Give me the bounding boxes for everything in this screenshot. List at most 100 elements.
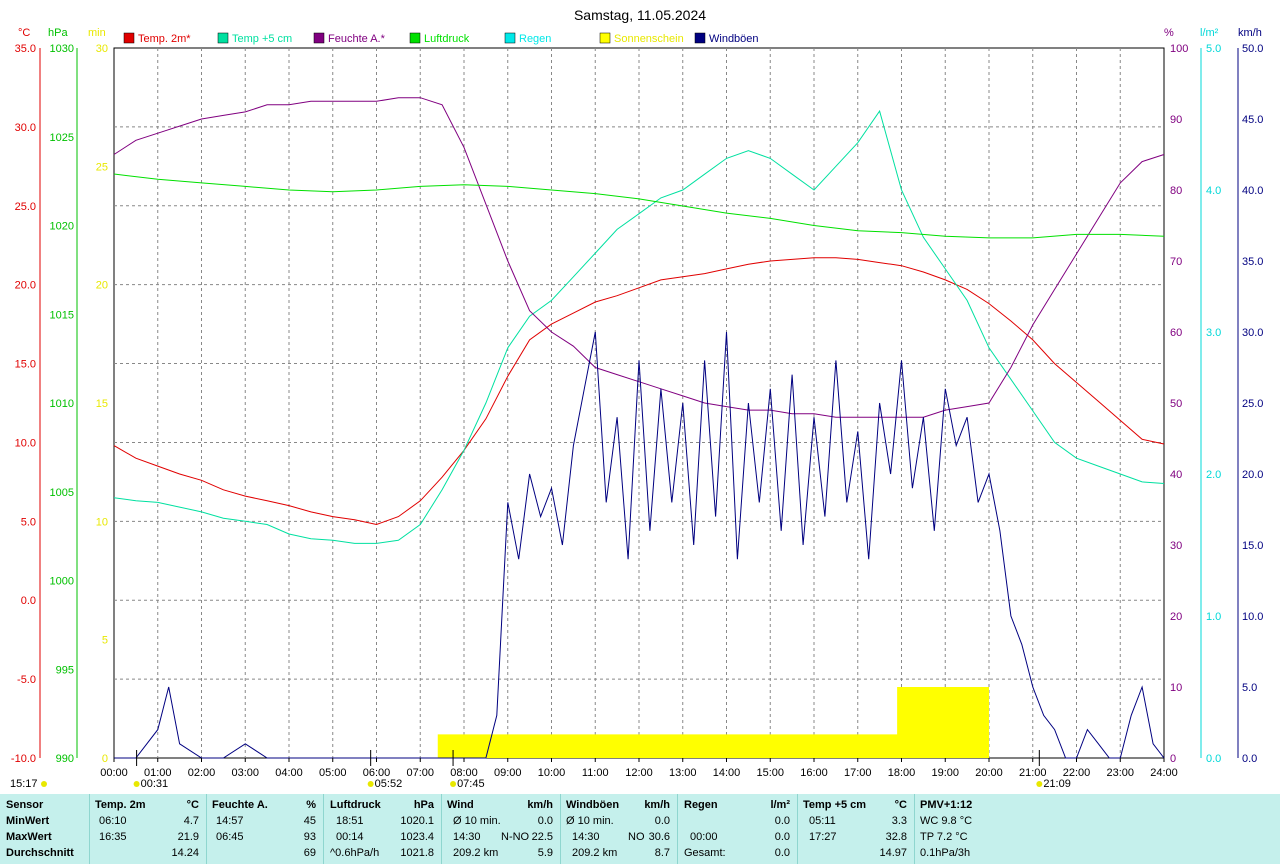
chart-title: Samstag, 11.05.2024 [574, 7, 706, 23]
axis-tick-wind: 15.0 [1242, 540, 1263, 552]
axis-tick-minutes: 5 [102, 635, 108, 647]
axis-unit-rain: l/m² [1200, 27, 1219, 39]
stats-regen-unit: l/m² [770, 799, 790, 811]
sun-icon [41, 781, 47, 787]
legend-label: Temp +5 cm [232, 33, 292, 45]
series-line-luftdruck [113, 173, 1165, 239]
stats-windboeen-distance: 209.2 km [572, 847, 618, 859]
axis-tick-wind: 45.0 [1242, 114, 1263, 126]
x-tick-label: 04:00 [275, 767, 303, 779]
axis-tick-rain: 1.0 [1206, 611, 1221, 623]
stats-windboeen-avg10-label: Ø 10 min. [566, 815, 614, 827]
axis-tick-humidity: 60 [1170, 327, 1182, 339]
axis-tick-pressure: 1025 [50, 132, 74, 144]
stats-wind-avg10-value: 0.0 [537, 815, 553, 827]
marker-icon-sun-start [450, 781, 457, 787]
axis-tick-humidity: 80 [1170, 185, 1182, 197]
stats-feuchte-avg-value: 69 [303, 847, 316, 859]
stats-wind-distance: 209.2 km [453, 847, 499, 859]
stats-luftdruck-trend: ^0.6hPa/h [330, 847, 380, 859]
stats-pmv-tp: TP 7.2 °C [920, 831, 968, 843]
x-tick-label: 24:00 [1150, 767, 1178, 779]
stats-separator [89, 794, 90, 864]
x-tick-label: 12:00 [625, 767, 653, 779]
stats-temp5-min-time: 05:11 [809, 815, 836, 827]
legend-label: Regen [519, 33, 551, 45]
x-tick-label: 13:00 [669, 767, 697, 779]
axis-tick-wind: 30.0 [1242, 327, 1263, 339]
axis-tick-minutes: 30 [96, 43, 108, 55]
sunshine-area [114, 687, 1164, 758]
legend-label: Windböen [709, 33, 759, 45]
stats-separator [914, 794, 915, 864]
axis-tick-pressure: 1015 [50, 309, 74, 321]
marker-time-sunrise: 05:52 [375, 778, 403, 790]
stats-separator [560, 794, 561, 864]
event-markers: 15:17 00:31 05:52 07:45 21:09 [10, 750, 1071, 790]
stats-regen-max-value: 0.0 [774, 831, 790, 843]
x-tick-label: 23:00 [1106, 767, 1134, 779]
axis-tick-temp: -5.0 [17, 674, 36, 686]
stats-regen-max-time: 00:00 [690, 831, 718, 843]
legend-swatch [123, 32, 135, 44]
axis-tick-wind: 5.0 [1242, 682, 1257, 694]
axis-tick-pressure: 1005 [50, 487, 74, 499]
stats-luftdruck-col: Luftdruck hPa 18:51 1020.1 00:14 1023.4 ^0.… [330, 794, 438, 864]
axis-tick-temp: 0.0 [21, 595, 36, 607]
stats-feuchte-max-value: 93 [303, 831, 316, 843]
legend-swatch [504, 32, 516, 44]
x-tick-label: 05:00 [319, 767, 347, 779]
x-tick-label: 16:00 [800, 767, 828, 779]
stats-temp5-max-value: 32.8 [885, 831, 907, 843]
stats-wind-unit: km/h [527, 799, 553, 811]
x-tick-label: 02:00 [188, 767, 216, 779]
x-tick-label: 09:00 [494, 767, 522, 779]
x-tick-label: 08:00 [450, 767, 478, 779]
axis-tick-temp: 20.0 [15, 280, 36, 292]
axis-tick-humidity: 10 [1170, 682, 1182, 694]
stats-wind-max-value: 22.5 [531, 831, 553, 843]
axis-tick-pressure: 995 [56, 664, 74, 676]
legend-swatch [599, 32, 611, 44]
marker-time-moonset: 00:31 [141, 778, 169, 790]
axis-tick-minutes: 25 [96, 161, 108, 173]
stats-temp2m-min-time: 06:10 [99, 815, 127, 827]
stats-luftdruck-max-time: 00:14 [336, 831, 364, 843]
series-line-temp-2m- [113, 257, 1165, 526]
axis-tick-humidity: 20 [1170, 611, 1182, 623]
axis-tick-rain: 3.0 [1206, 327, 1221, 339]
stats-separator [797, 794, 798, 864]
legend-label: Sonnenschein [614, 33, 684, 45]
stats-temp5-max-time: 17:27 [809, 831, 837, 843]
axis-tick-temp: 35.0 [15, 43, 36, 55]
axis-tick-humidity: 90 [1170, 114, 1182, 126]
stats-feuchte-min-value: 45 [303, 815, 316, 827]
legend-swatch [694, 32, 706, 44]
x-tick-labels: 00:00 01:00 02:00 03:00 04:00 05:00 06:00 07:00… [100, 758, 1178, 779]
axis-tick-minutes: 20 [96, 280, 108, 292]
x-tick-label: 01:00 [144, 767, 172, 779]
stats-windboeen-avg-value: 8.7 [654, 847, 670, 859]
axis-tick-minutes: 15 [96, 398, 108, 410]
stats-temp5-header: Temp +5 cm [803, 799, 867, 811]
weather-chart: Samstag, 11.05.2024 Temp. 2m* Temp +5 cm F… [10, 7, 1264, 790]
stats-temp5-min-value: 3.3 [891, 815, 907, 827]
stats-wind-max-time: 14:30 [453, 831, 481, 843]
axis-unit-minutes: min [88, 27, 106, 39]
x-tick-label: 07:00 [406, 767, 434, 779]
axis-tick-rain: 4.0 [1206, 185, 1221, 197]
stats-pmv-trend: 0.1hPa/3h [920, 847, 971, 859]
axes: 35.0 30.0 25.0 20.0 15.0 10.0 5.0 0.0 -5.0 -10.0 1… [11, 43, 1264, 765]
stats-regen-col: Regen l/m² 0.0 00:00 0.0 Gesamt: 0.0 [684, 794, 794, 864]
stats-temp2m-max-time: 16:35 [99, 831, 127, 843]
marker-icon-sunrise [367, 781, 374, 787]
x-tick-label: 22:00 [1063, 767, 1091, 779]
axis-tick-pressure: 990 [56, 753, 74, 765]
stats-separator [206, 794, 207, 864]
stats-wind-avg10-label: Ø 10 min. [453, 815, 501, 827]
stats-min-label: MinWert [6, 815, 50, 827]
legend-swatch [313, 32, 325, 44]
marker-icon-sunset [1036, 781, 1043, 787]
stats-luftdruck-header: Luftdruck [330, 799, 381, 811]
stats-temp5-unit: °C [894, 799, 907, 811]
